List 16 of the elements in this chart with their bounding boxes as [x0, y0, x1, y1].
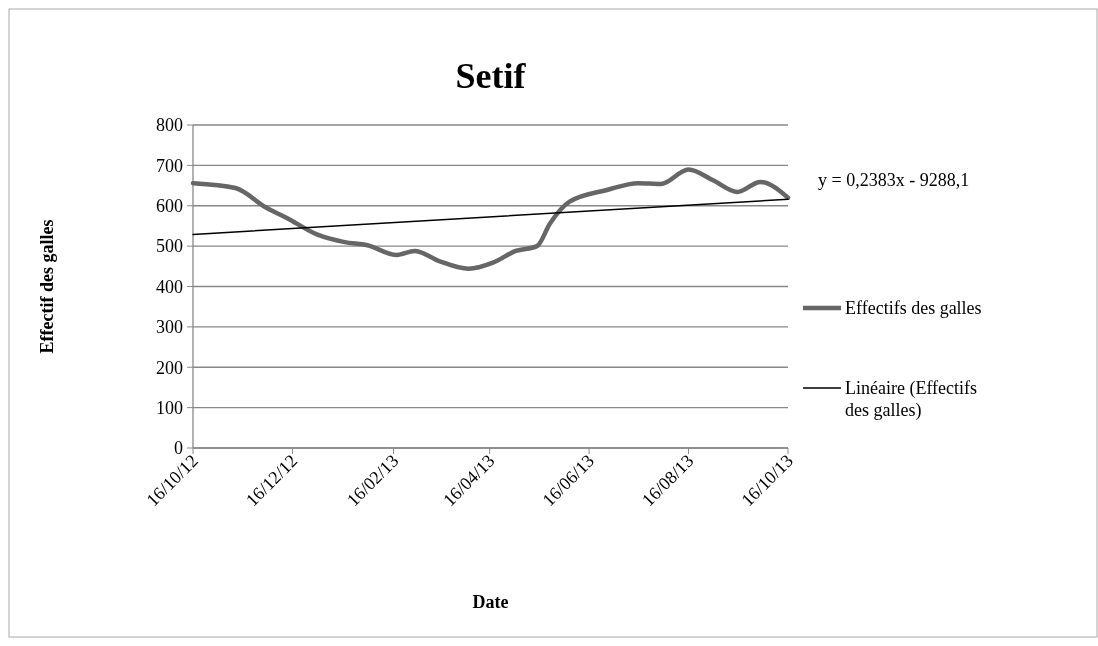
text: y = 0,2383x - 9288,1	[818, 170, 970, 190]
y-tick-label: 500	[156, 236, 183, 257]
y-tick-label: 0	[174, 438, 183, 459]
x-axis-title: Date	[472, 592, 509, 612]
y-axis-title: Effectif des galles	[37, 219, 57, 354]
y-tick-label: 300	[156, 317, 183, 338]
legend-label: Linéaire (Effectifs des galles)	[845, 378, 978, 421]
y-tick-label: 100	[156, 397, 183, 418]
y-tick-label: 400	[156, 276, 183, 297]
legend-label: Effectifs des galles	[845, 298, 982, 319]
y-tick-label: 800	[156, 115, 183, 136]
line-series	[190, 167, 791, 271]
y-tick-label: 700	[156, 155, 183, 176]
y-tick-label: 600	[156, 196, 183, 217]
y-tick-label: 200	[156, 357, 183, 378]
chart-title: Setif	[455, 56, 527, 96]
